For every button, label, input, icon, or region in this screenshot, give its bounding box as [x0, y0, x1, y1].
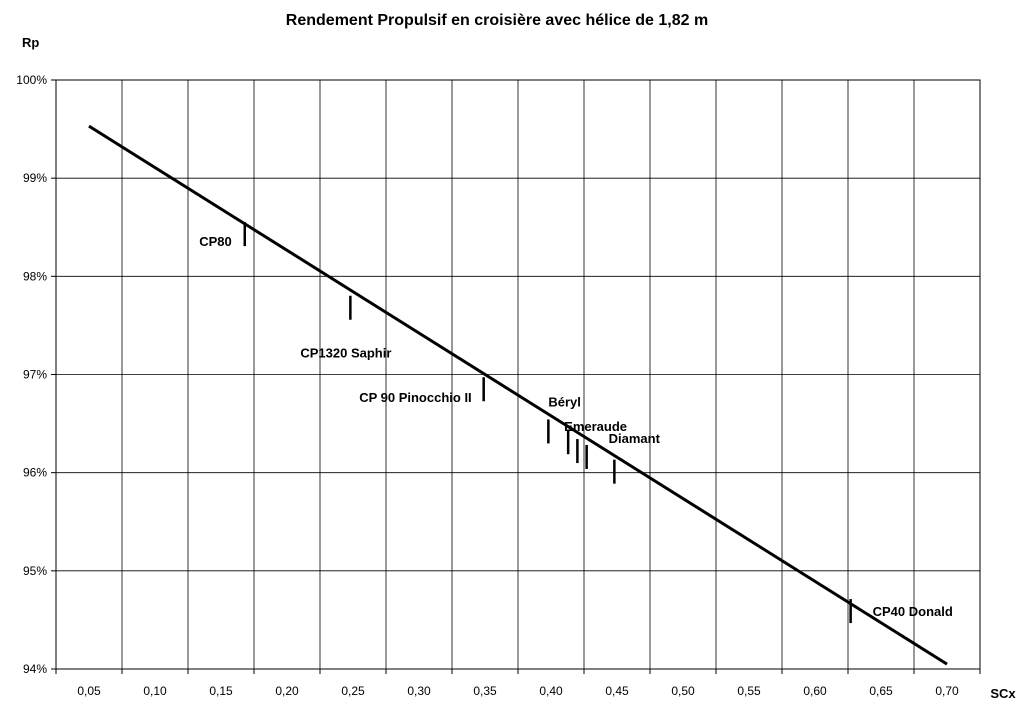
- x-tick-label: 0,20: [275, 684, 299, 698]
- data-point-label: Emeraude: [564, 419, 627, 434]
- y-tick-label: 97%: [23, 368, 47, 382]
- data-point-label: Béryl: [548, 394, 581, 409]
- data-point-label: CP1320 Saphir: [300, 346, 391, 361]
- x-tick-label: 0,10: [143, 684, 167, 698]
- x-tick-label: 0,45: [605, 684, 629, 698]
- y-axis: 94% 95% 96% 97% 98% 99% 100%: [16, 73, 56, 676]
- x-tick-label: 0,65: [869, 684, 893, 698]
- y-tick-label: 99%: [23, 171, 47, 185]
- series-layer: [88, 124, 948, 666]
- y-tick-label: 95%: [23, 564, 47, 578]
- y-tick-label: 96%: [23, 466, 47, 480]
- data-point-label: Diamant: [609, 431, 661, 446]
- x-tick-label: 0,70: [935, 684, 959, 698]
- x-tick-label: 0,60: [803, 684, 827, 698]
- y-tick-label: 94%: [23, 662, 47, 676]
- series-line: [88, 124, 948, 666]
- x-tick-label: 0,05: [77, 684, 101, 698]
- x-tick-label: 0,25: [341, 684, 365, 698]
- y-axis-label: Rp: [22, 35, 39, 50]
- x-tick-label: 0,50: [671, 684, 695, 698]
- x-tick-label: 0,55: [737, 684, 761, 698]
- data-point-label: CP80: [199, 234, 232, 249]
- x-tick-label: 0,40: [539, 684, 563, 698]
- x-axis: 0,05 0,10 0,15 0,20 0,25 0,30 0,35 0,40 0,45 0,50…: [55, 669, 981, 698]
- x-tick-label: 0,15: [209, 684, 233, 698]
- x-tick-label: 0,30: [407, 684, 431, 698]
- data-point-label: CP 90 Pinocchio II: [359, 390, 471, 405]
- y-tick-label: 98%: [23, 269, 47, 283]
- chart-title: Rendement Propulsif en croisière avec hé…: [286, 12, 708, 29]
- y-tick-label: 100%: [16, 73, 47, 87]
- x-axis-label: SCx: [990, 686, 1016, 701]
- data-point-label: CP40 Donald: [873, 604, 953, 619]
- x-tick-label: 0,35: [473, 684, 497, 698]
- points-layer: CP80 CP1320 Saphir CP 90 Pinocchio II Béryl…: [199, 222, 953, 624]
